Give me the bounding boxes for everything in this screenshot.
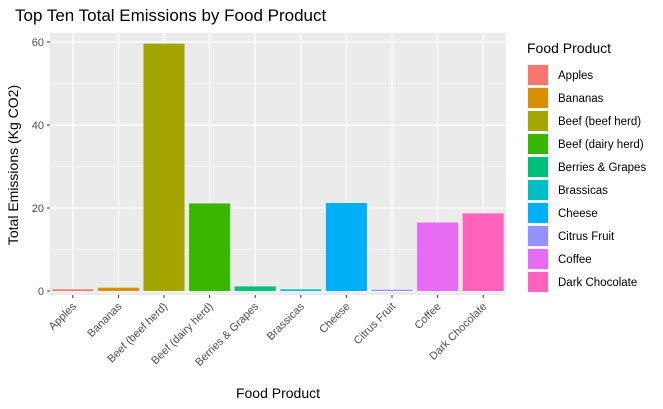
legend-swatch (528, 272, 548, 292)
legend-title: Food Product (527, 40, 611, 56)
legend-label: Beef (dairy herd) (558, 139, 644, 151)
chart-title: Top Ten Total Emissions by Food Product (15, 6, 326, 25)
x-tick-label: Cheese (317, 301, 352, 336)
legend-label: Coffee (558, 254, 592, 266)
bar (417, 222, 459, 291)
legend-label: Apples (558, 70, 593, 82)
bar (52, 289, 94, 291)
y-tick-label: 0 (38, 286, 44, 298)
legend-items: Apples Bananas Beef (beef herd) Beef (dairy… (527, 64, 646, 293)
y-axis-ticks: 0 20 40 60 (32, 37, 50, 298)
legend-swatch (528, 88, 548, 108)
bar (462, 213, 504, 291)
legend-label: Dark Chocolate (558, 277, 637, 289)
bar (97, 287, 139, 291)
bar (371, 289, 413, 291)
y-tick-label: 60 (32, 37, 44, 49)
y-tick-label: 20 (32, 203, 44, 215)
legend-label: Brassicas (558, 185, 608, 197)
x-tick-label: Bananas (85, 300, 125, 340)
legend-label: Bananas (558, 93, 604, 105)
x-tick-label: Coffee (412, 301, 443, 332)
x-axis-title: Food Product (236, 385, 320, 401)
legend-swatch (528, 226, 548, 246)
legend-swatch (528, 249, 548, 269)
legend-label: Beef (beef herd) (558, 116, 641, 128)
x-tick-label: Brassicas (265, 300, 308, 343)
legend-label: Berries & Grapes (558, 162, 646, 174)
legend-swatch (528, 203, 548, 223)
x-tick-label: Apples (47, 300, 80, 333)
bars (52, 43, 504, 291)
legend-label: Cheese (558, 208, 598, 220)
legend-label: Citrus Fruit (558, 231, 615, 243)
bar (189, 203, 231, 291)
bar (143, 43, 185, 291)
y-axis-title: Total Emissions (Kg CO2) (5, 85, 21, 245)
y-tick-label: 40 (32, 120, 44, 132)
legend: Food Product Apples Bananas Beef (beef her… (527, 40, 646, 293)
legend-swatch (528, 111, 548, 131)
legend-swatch (528, 157, 548, 177)
legend-swatch (528, 134, 548, 154)
bar (325, 203, 367, 291)
bar (280, 289, 322, 291)
bar (234, 286, 276, 291)
x-tick-label: Citrus Fruit (352, 301, 399, 348)
legend-swatch (528, 180, 548, 200)
legend-swatch (528, 65, 548, 85)
